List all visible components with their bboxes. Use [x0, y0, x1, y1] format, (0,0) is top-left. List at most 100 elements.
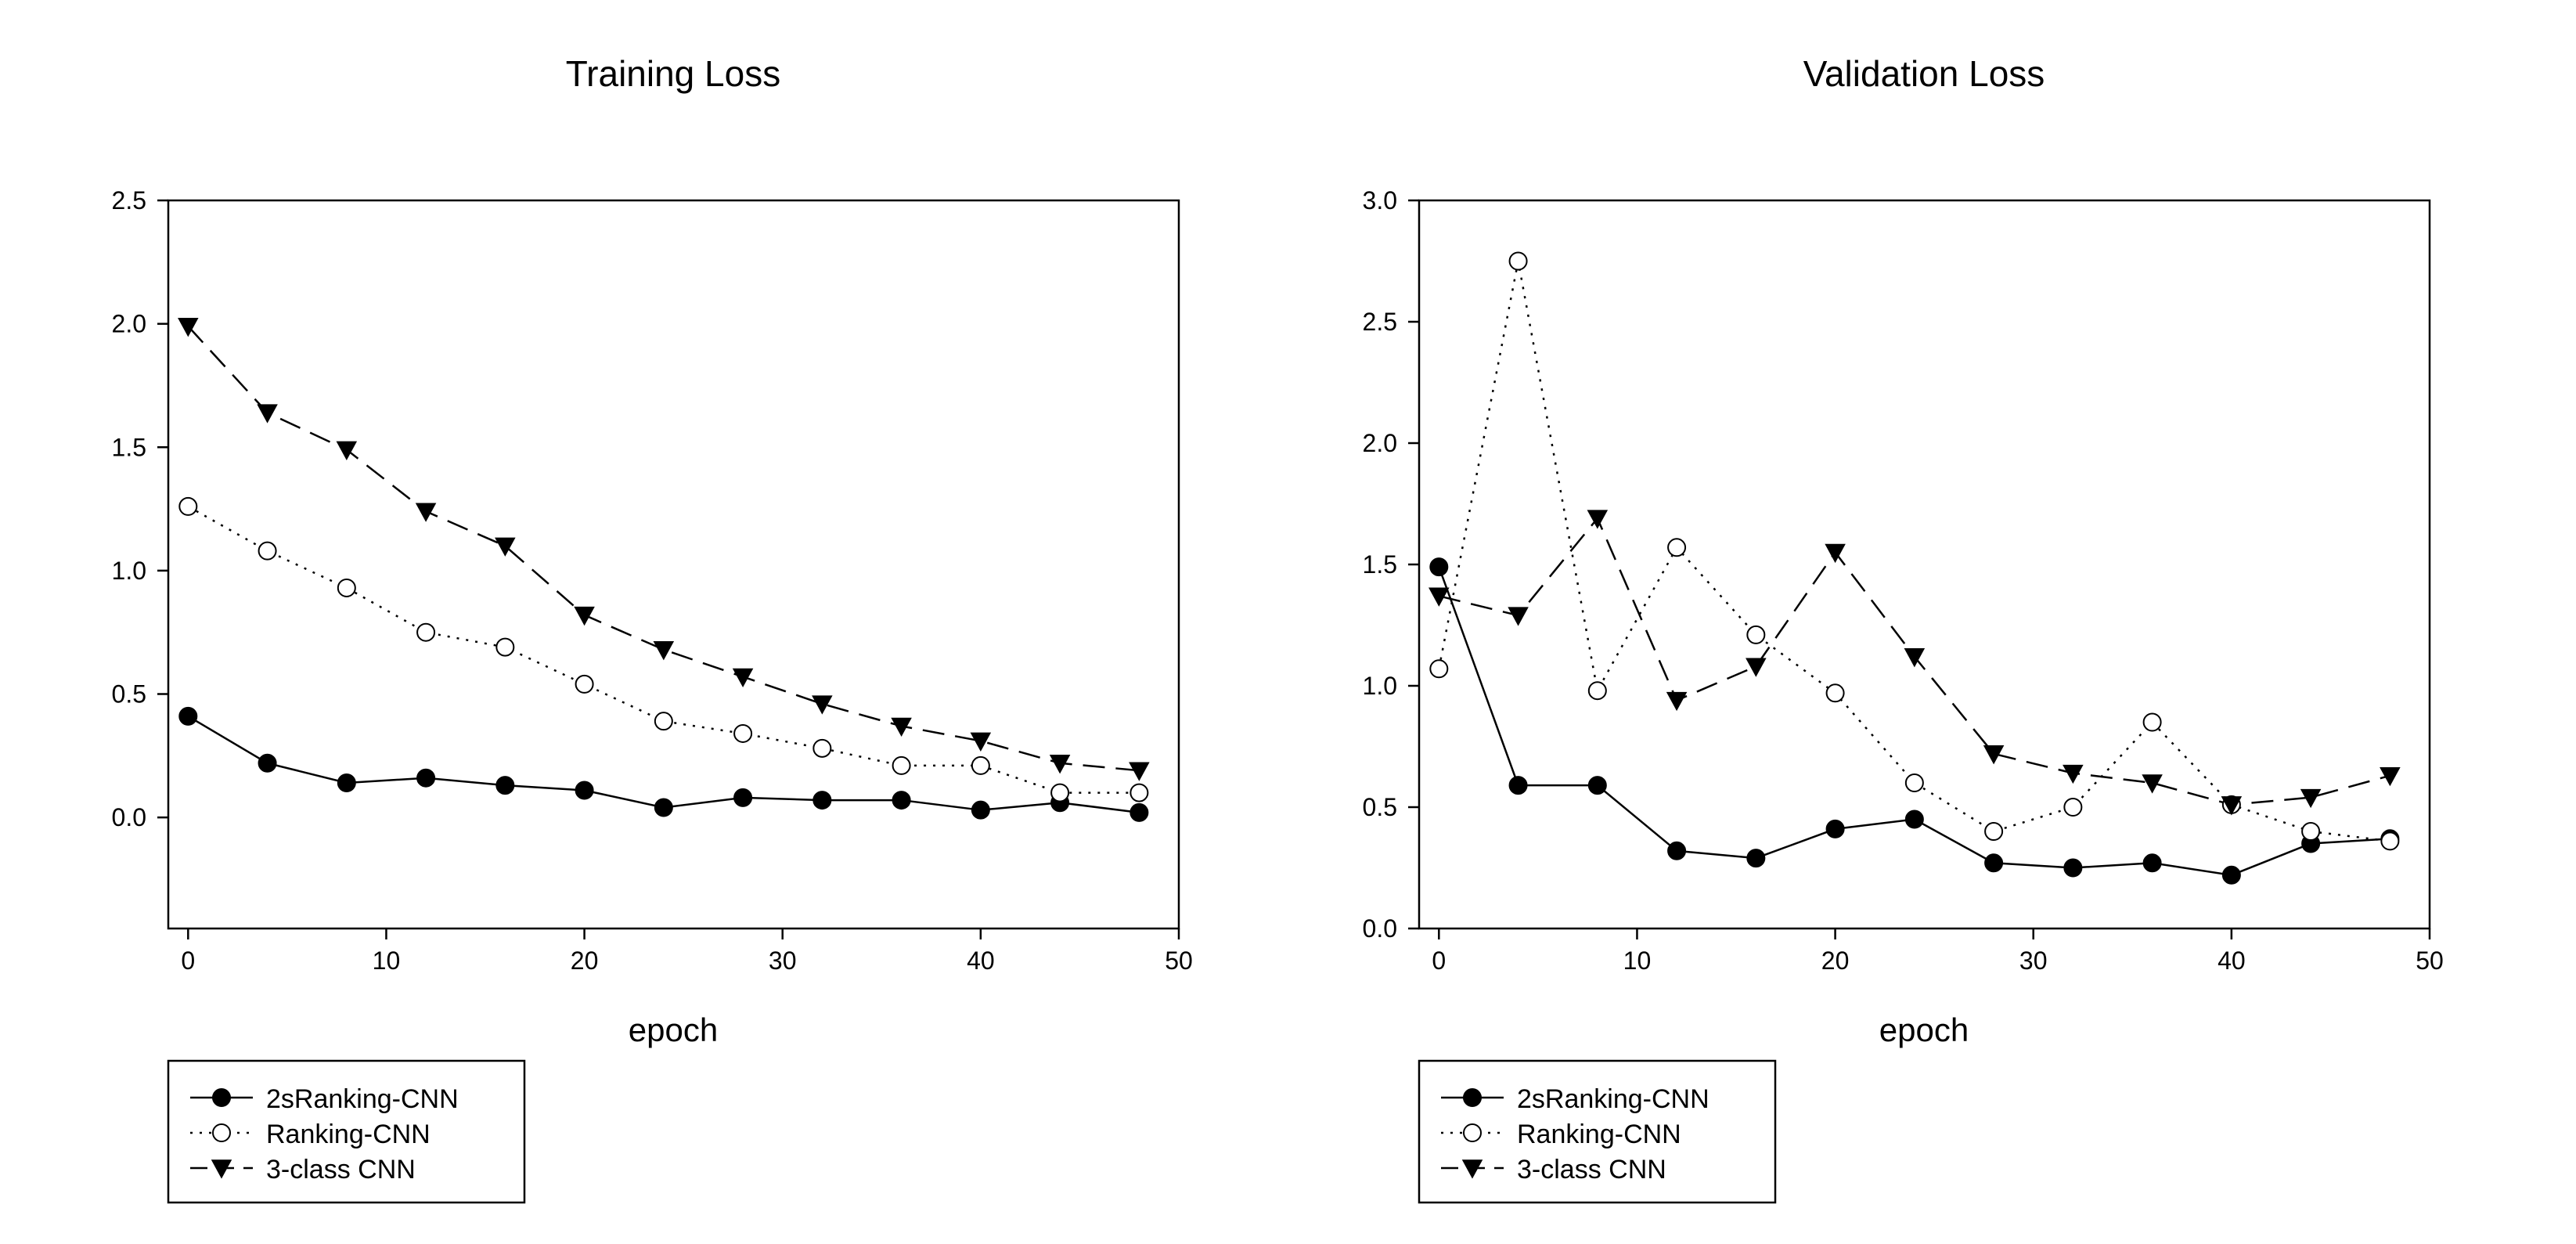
data-point [1508, 776, 1528, 795]
data-point [812, 695, 833, 715]
data-point [892, 791, 911, 810]
data-point [1825, 819, 1845, 838]
legend-entry-ranking-cnn: Ranking-CNN [1441, 1120, 1681, 1149]
plot-frame [1418, 199, 2431, 930]
x-tick-label: 10 [1623, 947, 1652, 975]
data-point [1825, 683, 1845, 703]
data-point [892, 755, 911, 775]
training-loss-chart: Training Loss 0 10 20 30 40 50 0.0 0.5 1.0 1.5 2.0… [112, 53, 1193, 1204]
legend-label: Ranking-CNN [266, 1120, 431, 1149]
series-line-ranking-cnn [1438, 261, 2390, 842]
data-point [971, 755, 990, 775]
x-tick-label: 50 [1165, 947, 1193, 975]
y-tick-label: 0.0 [112, 803, 146, 831]
x-tick-label: 0 [181, 947, 195, 975]
series-line-2sranking-cnn [1438, 566, 2390, 877]
data-point [1904, 810, 1924, 829]
legend-label: Ranking-CNN [1517, 1120, 1681, 1149]
y-tick-label: 2.0 [1363, 429, 1397, 457]
data-point [575, 781, 594, 800]
filled-circle-icon [212, 1088, 231, 1107]
data-point [1746, 849, 1766, 868]
x-tick-label: 40 [967, 947, 995, 975]
data-point [2301, 822, 2321, 841]
data-point [1587, 776, 1607, 795]
data-point [1129, 802, 1149, 822]
y-tick-label: 1.5 [112, 433, 146, 461]
data-point [1429, 587, 1450, 607]
data-point [1984, 853, 2004, 873]
data-point [1587, 510, 1609, 529]
data-point [1983, 745, 2005, 765]
y-tick-label: 3.0 [1363, 186, 1397, 215]
data-point [1667, 841, 1687, 860]
x-tick-label: 10 [373, 947, 401, 975]
validation-loss-chart: Validation Loss 0 10 20 30 40 50 0.0 0.5 1.0 1.5 2… [1363, 53, 2444, 1204]
chart-title: Training Loss [566, 53, 780, 94]
legend-label: 3-class CNN [266, 1155, 416, 1185]
data-point [1746, 625, 1766, 644]
data-point [1825, 543, 1846, 564]
y-tick-label: 1.0 [112, 557, 146, 585]
data-point [2221, 865, 2241, 885]
data-point [337, 773, 356, 792]
legend-entry-3-class-cnn: 3-class CNN [190, 1155, 416, 1185]
data-point [1746, 658, 1767, 677]
legend-entry-ranking-cnn: Ranking-CNN [190, 1120, 431, 1149]
data-point [1429, 557, 1449, 577]
data-point [1050, 783, 1070, 802]
x-tick-label: 50 [2416, 947, 2444, 975]
data-point [2142, 853, 2162, 873]
filled-circle-icon [1463, 1088, 1482, 1107]
data-point [2063, 764, 2084, 784]
data-point [891, 717, 912, 737]
axes: 0 10 20 30 40 50 0.0 0.5 1.0 1.5 2.0 2.5 3.0 [1363, 186, 2444, 975]
chart-title: Validation Loss [1803, 53, 2045, 94]
data-point [1587, 681, 1607, 701]
data-point [415, 503, 437, 522]
data-point [653, 641, 675, 661]
data-point [416, 768, 436, 788]
data-point [336, 441, 358, 460]
data-point [2380, 831, 2400, 851]
y-tick-label: 1.0 [1363, 672, 1397, 700]
x-tick-label: 30 [2019, 947, 2048, 975]
data-point [1667, 538, 1687, 557]
x-tick-label: 20 [1821, 947, 1850, 975]
legend-label: 3-class CNN [1517, 1155, 1666, 1185]
data-point [495, 637, 515, 657]
data-point [733, 723, 753, 743]
data-point [416, 622, 436, 642]
series-layer [178, 318, 1150, 822]
legend-entry-2sranking-cnn: 2sRanking-CNN [190, 1084, 459, 1114]
y-tick-label: 0.5 [112, 680, 146, 709]
series-layer [1429, 251, 2401, 885]
data-point [733, 788, 753, 807]
data-point [1666, 691, 1688, 712]
data-point [1984, 822, 2004, 841]
plot-frame [167, 199, 1180, 930]
data-point [258, 753, 277, 773]
y-tick-label: 0.5 [1363, 793, 1397, 821]
data-point [258, 541, 277, 561]
data-point [1508, 251, 1528, 271]
data-point [178, 706, 198, 726]
axes: 0 10 20 30 40 50 0.0 0.5 1.0 1.5 2.0 2.5 [112, 186, 1193, 975]
legend: 2sRanking-CNN Ranking-CNN 3-class CNN [1418, 1059, 1777, 1204]
series-line-2sranking-cnn [187, 715, 1140, 814]
x-tick-label: 0 [1432, 947, 1446, 975]
x-tick-label: 20 [571, 947, 599, 975]
data-point [1904, 648, 1926, 668]
y-tick-label: 2.5 [1363, 308, 1397, 336]
data-point [2063, 858, 2083, 878]
data-point [2380, 766, 2401, 787]
open-circle-icon [1463, 1123, 1482, 1142]
data-point [812, 738, 832, 758]
data-point [1049, 755, 1071, 774]
open-circle-icon [212, 1123, 231, 1142]
filled-triangle-down-icon [211, 1159, 232, 1179]
x-tick-label: 40 [2218, 947, 2246, 975]
legend-entry-2sranking-cnn: 2sRanking-CNN [1441, 1084, 1710, 1114]
data-point [1429, 659, 1449, 679]
